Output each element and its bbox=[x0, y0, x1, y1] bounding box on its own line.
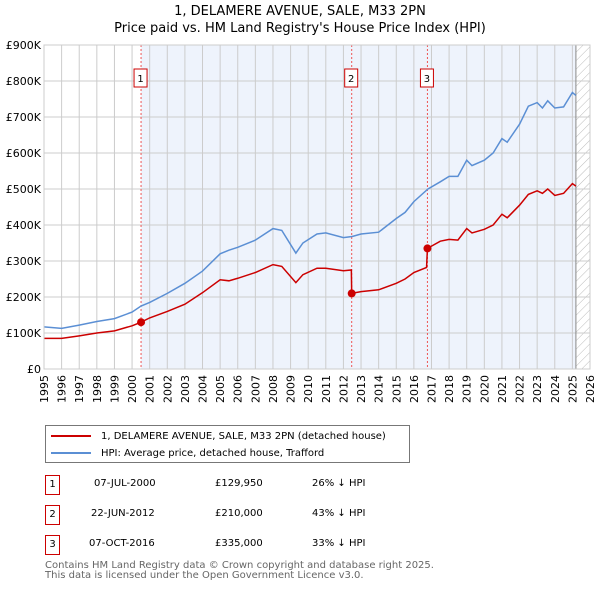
x-tick-label: 2005 bbox=[214, 375, 227, 403]
sale-badge: 3 bbox=[45, 535, 60, 555]
sale-badge: 1 bbox=[45, 475, 60, 495]
shaded-region bbox=[141, 45, 576, 369]
y-tick-label: £400K bbox=[6, 219, 42, 232]
y-tick-label: £700K bbox=[6, 111, 42, 124]
y-tick-label: £800K bbox=[6, 75, 42, 88]
y-tick-label: £0 bbox=[27, 363, 41, 376]
y-tick-label: £100K bbox=[6, 327, 42, 340]
x-tick-label: 2008 bbox=[267, 375, 280, 403]
x-tick-label: 2026 bbox=[584, 375, 597, 403]
forecast-hatch bbox=[575, 45, 590, 369]
x-tick-label: 2025 bbox=[566, 375, 579, 403]
legend-label: HPI: Average price, detached house, Traf… bbox=[101, 447, 325, 459]
sale-price: £129,950 bbox=[215, 478, 263, 489]
footer-line: This data is licensed under the Open Gov… bbox=[45, 570, 364, 581]
plot-border bbox=[43, 44, 591, 370]
sale-marker-box bbox=[344, 68, 359, 88]
sale-date: 07-JUL-2000 bbox=[94, 478, 156, 489]
x-tick-label: 2016 bbox=[408, 375, 421, 403]
footer-line: Contains HM Land Registry data © Crown c… bbox=[45, 560, 434, 571]
sale-price: £335,000 bbox=[215, 538, 263, 549]
x-tick-label: 2024 bbox=[549, 375, 562, 403]
x-tick-label: 2001 bbox=[144, 375, 157, 403]
x-tick-label: 1996 bbox=[56, 375, 69, 403]
x-tick-label: 2006 bbox=[232, 375, 245, 403]
x-tick-label: 2003 bbox=[179, 375, 192, 403]
sale-date: 07-OCT-2016 bbox=[89, 538, 155, 549]
footer: Contains HM Land Registry data © Crown c… bbox=[45, 561, 434, 581]
x-tick-label: 2022 bbox=[514, 375, 527, 403]
sale-point bbox=[347, 289, 356, 298]
chart-subtitle: Price paid vs. HM Land Registry's House … bbox=[114, 21, 486, 36]
sale-row: 3 07-OCT-2016 £335,000 33% ↓ HPI bbox=[45, 535, 465, 555]
sale-price: £210,000 bbox=[215, 508, 263, 519]
y-tick-label: £600K bbox=[6, 147, 42, 160]
x-tick-label: 1995 bbox=[38, 375, 51, 403]
x-tick-label: 1997 bbox=[73, 375, 86, 403]
legend-item-property: 1, DELAMERE AVENUE, SALE, M33 2PN (detac… bbox=[51, 429, 386, 443]
x-tick-label: 2010 bbox=[302, 375, 315, 403]
x-tick-label: 2018 bbox=[443, 375, 456, 403]
x-tick-label: 2015 bbox=[390, 375, 403, 403]
x-tick-label: 1998 bbox=[91, 375, 104, 403]
sale-marker-box bbox=[133, 68, 148, 88]
series-line bbox=[44, 182, 577, 340]
x-tick-label: 2013 bbox=[355, 375, 368, 403]
x-tick-label: 2014 bbox=[373, 375, 386, 403]
x-tick-label: 2020 bbox=[478, 375, 491, 403]
legend: 1, DELAMERE AVENUE, SALE, M33 2PN (detac… bbox=[45, 425, 410, 463]
legend-swatch-blue bbox=[51, 452, 91, 454]
sale-hpi: 33% ↓ HPI bbox=[312, 538, 366, 549]
y-tick-label: £900K bbox=[6, 39, 42, 52]
x-tick-label: 2004 bbox=[197, 375, 210, 403]
x-tick-label: 2023 bbox=[531, 375, 544, 403]
sale-date: 22-JUN-2012 bbox=[91, 508, 155, 519]
series-line bbox=[43, 91, 577, 330]
sale-row: 2 22-JUN-2012 £210,000 43% ↓ HPI bbox=[45, 505, 465, 525]
sale-marker-box bbox=[419, 68, 434, 88]
sale-row: 1 07-JUL-2000 £129,950 26% ↓ HPI bbox=[45, 475, 465, 495]
x-tick-label: 2009 bbox=[285, 375, 298, 403]
sale-marker-label: 1 bbox=[137, 74, 143, 85]
sale-hpi: 26% ↓ HPI bbox=[312, 478, 366, 489]
legend-label: 1, DELAMERE AVENUE, SALE, M33 2PN (detac… bbox=[101, 430, 386, 442]
x-tick-label: 2002 bbox=[161, 375, 174, 403]
sale-point bbox=[137, 318, 146, 327]
sale-marker-label: 2 bbox=[348, 74, 354, 85]
x-tick-label: 2000 bbox=[126, 375, 139, 403]
legend-swatch-red bbox=[51, 435, 91, 437]
chart-title: 1, DELAMERE AVENUE, SALE, M33 2PN bbox=[174, 4, 426, 19]
legend-item-hpi: HPI: Average price, detached house, Traf… bbox=[51, 446, 324, 460]
x-tick-label: 2007 bbox=[249, 375, 262, 403]
plot-area: 1995 1996 1997 1998 1999 2000 2001 2002 2003 2004… bbox=[6, 39, 597, 403]
y-tick-label: £500K bbox=[6, 183, 42, 196]
sale-hpi: 43% ↓ HPI bbox=[312, 508, 366, 519]
x-tick-label: 2012 bbox=[337, 375, 350, 403]
x-tick-label: 2017 bbox=[425, 375, 438, 403]
x-tick-label: 2019 bbox=[461, 375, 474, 403]
y-tick-label: £300K bbox=[6, 255, 42, 268]
sale-marker-label: 3 bbox=[424, 74, 430, 85]
x-tick-label: 1999 bbox=[108, 375, 121, 403]
sale-point bbox=[423, 244, 432, 253]
y-tick-label: £200K bbox=[6, 291, 42, 304]
x-tick-label: 2021 bbox=[496, 375, 509, 403]
sale-badge: 2 bbox=[45, 505, 60, 525]
x-tick-label: 2011 bbox=[320, 375, 333, 403]
